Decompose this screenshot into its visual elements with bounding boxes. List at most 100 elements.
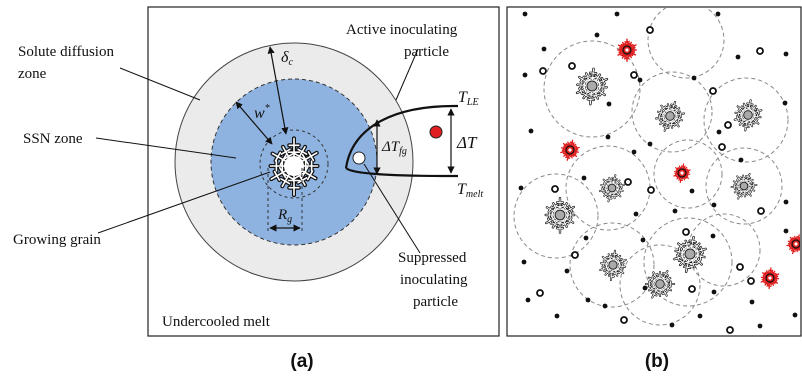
particle-ring [624,178,632,186]
particle-dot [594,32,600,38]
suppressed-particle-label-2: inoculating [400,272,468,288]
zone-circle [631,71,713,153]
particle-ring [736,263,744,271]
particle-ring [539,67,547,75]
delta-c-symbol: δc [281,49,293,68]
particle-dot [783,228,789,234]
suppressed-particle-label-3: particle [413,294,458,310]
particle-dot [554,313,560,319]
solute-diffusion-zone-label-2: zone [18,66,47,82]
particle-dot [637,77,643,83]
particle-dot [521,259,527,265]
growing-grain [644,270,676,299]
growing-grain [575,67,609,106]
particle-ring [647,186,655,194]
t-le-symbol: TLE [458,89,479,108]
particle-dot [522,11,528,17]
particle-ring [630,71,638,79]
particle-ring [747,277,755,285]
particle-ring [718,143,726,151]
particle-dot [691,75,697,81]
t-melt-symbol: Tmelt [457,181,483,200]
particle-ring [726,326,734,334]
particle-dot [672,208,678,214]
suppressed-particle-label: Suppressed [398,250,467,266]
growing-grain [599,249,627,282]
solute-diffusion-zone-label: Solute diffusion [18,44,114,60]
active-grain [760,267,780,290]
particle-dot [583,235,589,241]
t-le-curve [344,104,458,169]
grain-boundary-circle [259,129,329,199]
growing-grain [673,235,707,273]
panel-b-content [513,8,800,334]
active-inoculating-particle [429,125,443,139]
growing-grain-label: Growing grain [13,232,101,248]
suppressed-inoculating-particle [352,151,366,165]
particle-ring [724,121,732,129]
active-grain [560,139,580,161]
particle-dot [606,101,612,107]
w-star-symbol: w* [254,103,270,122]
zone-circle [569,222,655,308]
solute-zone-leader [119,67,201,101]
particle-ring [536,289,544,297]
growing-grain [730,173,758,200]
zone-circle [643,217,733,307]
particle-dot [541,46,547,52]
active-grain [673,163,691,184]
particle-dot [518,185,524,191]
particle-dot [642,285,648,291]
particle-ring [646,26,654,34]
growing-grain [598,174,626,203]
delta-t-symbol: ΔT [456,133,478,152]
particle-dot [669,322,675,328]
zone-circle [543,40,641,138]
zone-circle [619,244,701,326]
particle-dot [605,134,611,140]
w-star-arrow [235,101,273,145]
particle-dot [581,175,587,181]
particle-dot [602,303,608,309]
particle-dot [783,51,789,57]
growing-grain [655,100,685,132]
particle-dot [711,289,717,295]
zone-circle [513,173,599,259]
particle-dot [640,237,646,243]
particle-dot [528,128,534,134]
active-particle-label-2: particle [404,44,449,60]
particle-dot [710,233,716,239]
particle-dot [792,312,798,318]
active-particle-label: Active inoculating [346,22,458,38]
particle-ring [620,316,628,324]
particle-ring [551,185,559,193]
particle-dot [757,323,763,329]
particle-dot [783,199,789,205]
particle-dot [522,72,528,78]
undercooled-melt-label: Undercooled melt [162,314,271,330]
panel-a: Rg δc w* ΔTfg ΔT TLE Tmelt Solute diffus… [13,6,500,372]
particle-dot [697,313,703,319]
particle-ring [568,62,576,70]
active-particle-leader [395,48,419,101]
particle-dot [716,129,722,135]
zone-circle [703,77,789,163]
zone-circle [647,8,725,79]
particle-dot [749,299,755,305]
growing-grain-leader [97,171,271,234]
active-grain [786,234,800,255]
particle-ring [571,251,579,259]
zone-circle [705,147,783,225]
particle-dot [525,297,531,303]
panel-b-label: (b) [645,351,669,372]
suppressed-particle-leader [363,163,421,254]
particle-dot [689,188,695,194]
growing-grain [733,99,763,132]
particle-dot [738,157,744,163]
particle-dot [614,11,620,17]
growing-grain-shape [268,136,320,197]
particle-dot [735,54,741,60]
rg-symbol: Rg [277,207,292,225]
ssn-zone-label: SSN zone [23,131,83,147]
